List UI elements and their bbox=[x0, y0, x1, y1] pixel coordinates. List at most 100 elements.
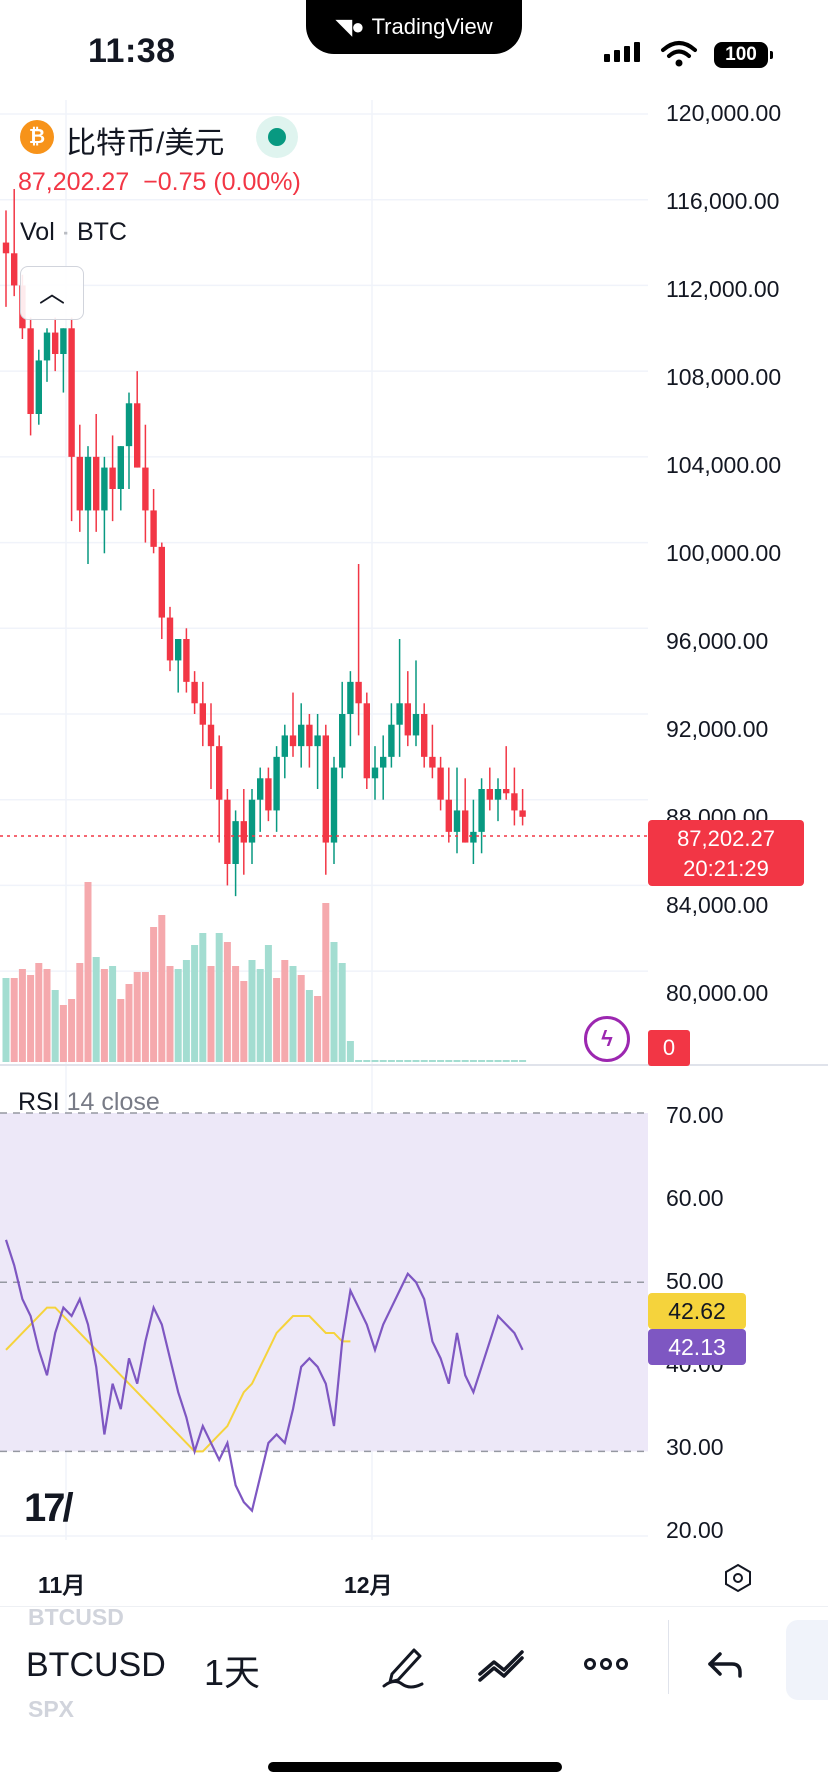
rsi-tick: 70.00 bbox=[666, 1102, 724, 1128]
volume-bar bbox=[264, 945, 272, 1062]
volume-bar bbox=[453, 1060, 461, 1062]
last-price: 87,202.27 bbox=[18, 168, 130, 196]
symbol-carousel-next[interactable]: SPX bbox=[28, 1696, 75, 1722]
volume-bar bbox=[215, 933, 223, 1062]
volume-bar bbox=[428, 1060, 436, 1062]
volume-bar bbox=[92, 957, 100, 1062]
candle-body bbox=[158, 546, 165, 618]
volume-bar bbox=[248, 960, 256, 1062]
candle-body bbox=[281, 735, 288, 757]
chart-settings-icon[interactable] bbox=[722, 1562, 754, 1594]
candle-body bbox=[142, 467, 149, 511]
rsi-tick: 20.00 bbox=[666, 1517, 724, 1543]
candle-body bbox=[363, 703, 370, 779]
price-tick: 84,000.00 bbox=[666, 892, 769, 918]
price-tick: 108,000.00 bbox=[666, 364, 782, 390]
candle-body bbox=[273, 756, 280, 811]
candle-body bbox=[503, 789, 510, 794]
candle-body bbox=[412, 714, 420, 736]
candle-body bbox=[52, 332, 59, 354]
volume-bar bbox=[166, 966, 174, 1062]
volume-bar bbox=[404, 1060, 412, 1062]
volume-bar bbox=[10, 978, 18, 1062]
candle-body bbox=[478, 789, 485, 832]
status-bar: 11:38 ◥● TradingView 100 bbox=[0, 0, 828, 110]
volume-bar bbox=[141, 972, 149, 1062]
candle-body bbox=[396, 703, 403, 725]
volume-bar bbox=[289, 966, 297, 1062]
price-tick: 100,000.00 bbox=[666, 540, 782, 566]
undo-icon[interactable] bbox=[700, 1638, 752, 1690]
candle-body bbox=[150, 510, 157, 547]
candle-body bbox=[183, 639, 190, 682]
rsi-name: RSI bbox=[18, 1088, 60, 1116]
candle-body bbox=[314, 735, 321, 747]
volume-bar bbox=[43, 969, 51, 1062]
volume-bar bbox=[445, 1060, 453, 1062]
volume-bar bbox=[84, 882, 92, 1062]
trend-lines-icon[interactable] bbox=[476, 1638, 528, 1690]
candle-body bbox=[511, 793, 518, 811]
price-tick: 80,000.00 bbox=[666, 980, 769, 1006]
symbol-carousel-prev[interactable]: BTCUSD bbox=[28, 1604, 124, 1630]
price-tag-value: 87,202.27 bbox=[677, 826, 775, 851]
price-change-line: 87,202.27 −0.75 (0.00%) bbox=[18, 168, 301, 197]
bar-countdown: 20:21:29 bbox=[683, 856, 769, 881]
rsi-tick: 50.00 bbox=[666, 1268, 724, 1294]
pair-title[interactable]: 比特币/美元 bbox=[66, 127, 225, 160]
rsi-ma-line bbox=[5, 1306, 351, 1453]
volume-bar bbox=[273, 978, 281, 1062]
market-open-icon[interactable] bbox=[256, 116, 298, 158]
price-change: −0.75 (0.00%) bbox=[143, 168, 301, 196]
toolbar-overflow-card[interactable] bbox=[786, 1620, 828, 1700]
toolbar-separator bbox=[668, 1620, 669, 1694]
candle-body bbox=[421, 714, 428, 757]
last-price-tag[interactable]: 87,202.27 20:21:29 bbox=[648, 820, 804, 886]
volume-indicator-label[interactable]: Vol · BTC bbox=[20, 218, 127, 246]
home-indicator[interactable] bbox=[268, 1762, 562, 1772]
price-tick: 92,000.00 bbox=[666, 716, 769, 742]
volume-bar bbox=[207, 966, 215, 1062]
candle-body bbox=[519, 810, 526, 817]
volume-bar bbox=[371, 1060, 379, 1062]
volume-bar bbox=[486, 1060, 494, 1062]
candle-body bbox=[380, 756, 387, 768]
volume-bar bbox=[412, 1060, 420, 1062]
volume-bar bbox=[346, 1041, 354, 1062]
volume-bar bbox=[256, 969, 264, 1062]
volume-bar bbox=[191, 945, 199, 1062]
interval-selector[interactable]: 1天 bbox=[204, 1652, 261, 1693]
volume-bar bbox=[437, 1060, 445, 1062]
candle-body bbox=[224, 799, 231, 864]
volume-bar bbox=[305, 990, 313, 1062]
candle-body bbox=[494, 789, 502, 800]
draw-pen-icon[interactable] bbox=[378, 1638, 430, 1690]
volume-bar bbox=[469, 1060, 477, 1062]
volume-bar bbox=[2, 978, 10, 1062]
candle-body bbox=[248, 799, 256, 843]
chevron-up-icon[interactable]: ︿ bbox=[20, 266, 84, 320]
more-icon[interactable] bbox=[580, 1638, 632, 1690]
candle-body bbox=[265, 778, 272, 811]
rsi-legend[interactable]: RSI 14 close bbox=[18, 1088, 160, 1117]
status-time: 11:38 bbox=[88, 32, 176, 70]
volume-bar bbox=[100, 969, 108, 1062]
volume-bar bbox=[174, 969, 182, 1062]
volume-bar bbox=[158, 915, 166, 1062]
candle-body bbox=[191, 681, 198, 704]
candle-body bbox=[216, 746, 223, 800]
price-tick: 96,000.00 bbox=[666, 628, 769, 654]
lightning-icon[interactable]: ϟ bbox=[584, 1016, 630, 1062]
candle-body bbox=[339, 714, 346, 768]
symbol-selector[interactable]: BTCUSD bbox=[26, 1646, 166, 1684]
candle-body bbox=[240, 821, 247, 843]
volume-bar bbox=[494, 1060, 502, 1062]
candle-body bbox=[470, 831, 477, 843]
bitcoin-icon: ₿ bbox=[20, 120, 54, 154]
volume-bar bbox=[387, 1060, 395, 1062]
candle-body bbox=[330, 767, 338, 843]
volume-bar bbox=[232, 966, 240, 1062]
candle-body bbox=[257, 778, 264, 800]
time-tick: 11月 bbox=[38, 1572, 86, 1598]
price-chart[interactable] bbox=[0, 100, 828, 1620]
